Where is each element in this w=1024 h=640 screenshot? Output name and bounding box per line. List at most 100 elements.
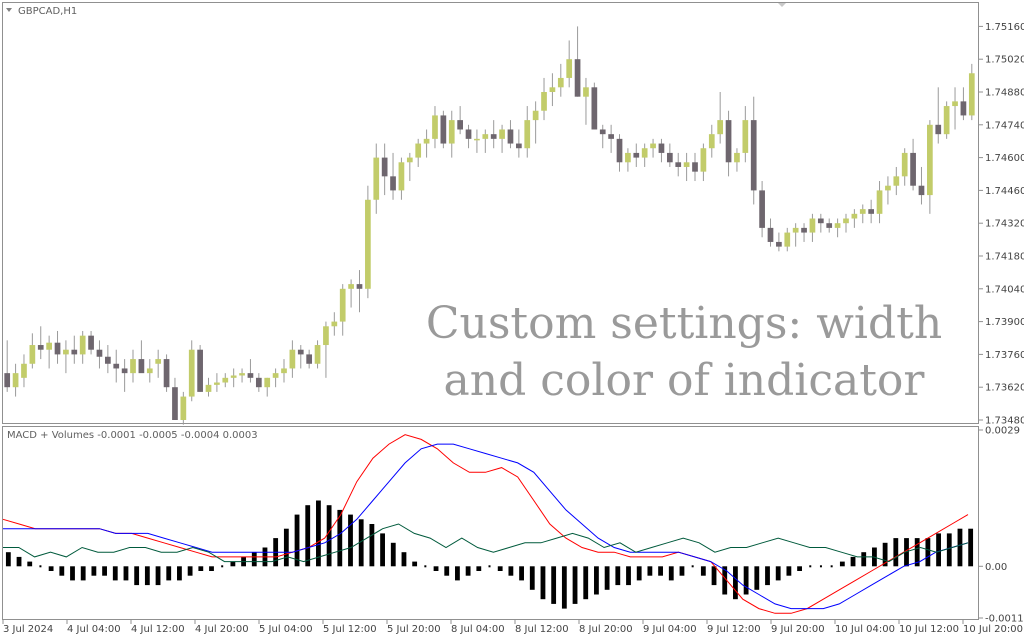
candle [188, 340, 195, 402]
histogram-bar [936, 533, 941, 567]
histogram-bar [70, 566, 75, 581]
candle-body [138, 359, 145, 374]
candle [197, 345, 203, 392]
histogram-dot [809, 565, 812, 568]
histogram-bar [797, 566, 802, 571]
candle [784, 227, 791, 252]
candle-body [63, 349, 69, 355]
chart-title: GBPCAD,H1 [18, 6, 77, 17]
candle [885, 176, 891, 205]
candle-body [759, 190, 765, 228]
candle-body [482, 134, 489, 139]
candle [4, 340, 11, 392]
candle-body [692, 162, 698, 172]
candle-body [776, 241, 782, 247]
candle [692, 152, 698, 182]
histogram-bar [465, 566, 471, 576]
histogram-dot [819, 565, 822, 568]
candle [230, 368, 237, 388]
histogram-bar [925, 538, 931, 567]
candle-body [214, 382, 220, 385]
histogram-bar [626, 566, 631, 586]
candle [725, 110, 732, 177]
histogram-bar [561, 566, 567, 609]
candle-body [365, 199, 371, 289]
price-label: 1.74600 [985, 153, 1024, 164]
candle [541, 77, 547, 121]
lines-group [2, 434, 969, 614]
histogram-bar [519, 566, 524, 581]
candle-body [289, 349, 296, 369]
candle-body [71, 349, 78, 355]
candle [650, 138, 656, 158]
candle [146, 359, 153, 383]
candle [750, 96, 757, 205]
histogram-bar [230, 561, 236, 567]
candle-body [46, 342, 52, 350]
sub-label: 0.0029 [985, 426, 1020, 437]
histogram-dot [488, 565, 491, 568]
candle [826, 218, 833, 233]
candle [666, 143, 673, 167]
histogram-bar [80, 566, 86, 581]
volumes-line [3, 523, 969, 563]
candle-body [952, 101, 958, 107]
candle-body [398, 162, 405, 191]
candle [29, 333, 36, 369]
candle [901, 148, 908, 186]
candle-body [532, 110, 539, 121]
candle-body [717, 120, 724, 135]
chart-dropdown-icon[interactable] [6, 8, 12, 12]
candle-body [784, 232, 791, 247]
candle-body [574, 59, 581, 97]
candle-body [801, 227, 807, 233]
candle-body [792, 227, 799, 233]
candle-body [465, 129, 472, 139]
price-label: 1.74040 [985, 284, 1024, 295]
histogram-dot [424, 565, 427, 568]
histogram-dot [691, 565, 694, 568]
histogram-bar [251, 552, 257, 567]
candle-body [113, 363, 120, 369]
candle [373, 143, 380, 214]
time-label: 8 Jul 20:00 [579, 624, 633, 635]
candle [272, 368, 279, 388]
histogram-bar [946, 533, 952, 567]
candle-body [708, 134, 715, 149]
candle-body [356, 284, 363, 289]
histogram-bar [337, 509, 343, 567]
time-label: 8 Jul 04:00 [451, 624, 505, 635]
histogram-bar [540, 566, 546, 600]
candle [734, 148, 740, 172]
candles-group [4, 26, 975, 425]
candle-body [29, 345, 36, 364]
shift-marker-icon[interactable] [778, 3, 786, 7]
price-label: 1.74320 [985, 219, 1024, 230]
candle [767, 218, 774, 247]
candle [482, 129, 489, 153]
candle [281, 359, 287, 383]
candle [675, 152, 682, 177]
candle [474, 129, 480, 153]
candle [465, 124, 472, 149]
histogram-bar [754, 566, 760, 590]
histogram-bar [283, 528, 289, 567]
candle [759, 181, 765, 238]
candle-body [876, 190, 883, 214]
candle-body [79, 335, 86, 355]
sub-label: 0.00 [985, 562, 1007, 573]
histogram-bar [16, 556, 22, 567]
histogram-bar [743, 566, 749, 595]
candle-body [197, 349, 203, 392]
candle [214, 373, 220, 392]
candle-body [96, 349, 103, 357]
candle [516, 129, 522, 158]
histogram-bar [326, 505, 332, 567]
price-label: 1.75020 [985, 55, 1024, 66]
histogram-bar [177, 566, 182, 581]
histogram-bar [412, 561, 418, 567]
histogram-bar [134, 566, 140, 586]
histogram-bar [839, 561, 845, 567]
histogram-bar [668, 566, 674, 581]
candle [71, 335, 78, 364]
